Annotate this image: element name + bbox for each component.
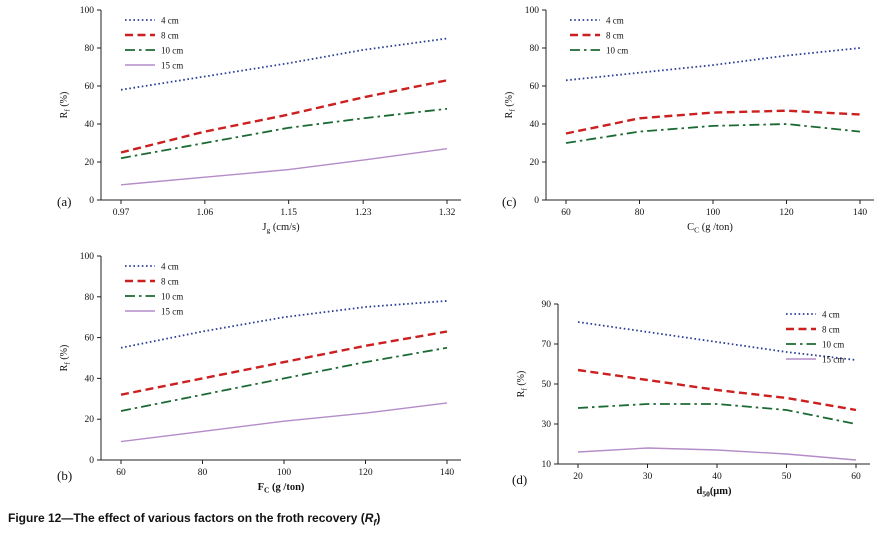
svg-text:40: 40 — [712, 472, 722, 482]
chart-d-canvas: 10 30 50 70 90 20 30 40 50 60 Rf (%) d50(μm) 4 cm 8 c… — [516, 300, 870, 499]
svg-text:80: 80 — [85, 44, 95, 54]
svg-text:50: 50 — [782, 472, 792, 482]
chart-panel-d: 10 30 50 70 90 20 30 40 50 60 Rf (%) d50(μm) 4 cm 8 c… — [512, 298, 884, 500]
svg-text:FC (g /ton): FC (g /ton) — [258, 482, 305, 495]
svg-text:10 cm: 10 cm — [161, 46, 183, 56]
svg-text:80: 80 — [635, 208, 645, 218]
caption-symbol: Rf — [364, 511, 377, 528]
svg-text:20: 20 — [85, 158, 95, 168]
svg-text:4 cm: 4 cm — [161, 16, 179, 26]
svg-text:15 cm: 15 cm — [161, 61, 183, 71]
panel-label-c: (c) — [502, 194, 517, 209]
svg-text:4 cm: 4 cm — [161, 262, 179, 272]
panel-label-b: (b) — [57, 468, 73, 483]
svg-text:140: 140 — [440, 468, 455, 478]
svg-text:60: 60 — [85, 82, 95, 92]
svg-text:Rf (%): Rf (%) — [59, 345, 72, 372]
svg-text:40: 40 — [85, 120, 95, 130]
svg-text:0: 0 — [534, 196, 539, 206]
svg-text:8 cm: 8 cm — [161, 277, 179, 287]
svg-text:80: 80 — [198, 468, 208, 478]
chart-a-canvas: 0 20 40 60 80 100 0.97 1.06 1.15 1.23 1.32 Rf (%) Jg… — [59, 6, 461, 235]
svg-text:100: 100 — [277, 468, 292, 478]
svg-text:100: 100 — [525, 6, 540, 16]
svg-text:40: 40 — [530, 120, 540, 130]
svg-text:15 cm: 15 cm — [822, 355, 844, 365]
panel-label-a: (a) — [57, 194, 72, 209]
svg-text:100: 100 — [706, 208, 721, 218]
svg-text:30: 30 — [643, 472, 653, 482]
svg-text:4 cm: 4 cm — [822, 310, 840, 320]
svg-text:90: 90 — [542, 300, 552, 310]
svg-text:80: 80 — [530, 44, 540, 54]
svg-text:70: 70 — [542, 340, 552, 350]
svg-text:8 cm: 8 cm — [606, 31, 624, 41]
svg-text:10 cm: 10 cm — [822, 340, 844, 350]
svg-text:80: 80 — [85, 293, 95, 303]
svg-text:140: 140 — [853, 208, 868, 218]
svg-text:Jg (cm/s): Jg (cm/s) — [262, 222, 300, 235]
svg-text:20: 20 — [573, 472, 583, 482]
svg-text:Rf (%): Rf (%) — [516, 371, 529, 398]
svg-text:Rf (%): Rf (%) — [59, 92, 72, 119]
svg-text:120: 120 — [779, 208, 794, 218]
svg-text:100: 100 — [80, 252, 95, 262]
svg-text:40: 40 — [85, 374, 95, 384]
svg-text:10 cm: 10 cm — [161, 292, 183, 302]
svg-text:8 cm: 8 cm — [822, 325, 840, 335]
caption-text: Figure 12—The effect of various factors … — [8, 511, 365, 525]
svg-text:d50(μm): d50(μm) — [696, 486, 732, 499]
svg-text:60: 60 — [85, 334, 95, 344]
svg-text:1.32: 1.32 — [439, 208, 456, 218]
svg-text:60: 60 — [561, 208, 571, 218]
svg-text:60: 60 — [530, 82, 540, 92]
svg-text:20: 20 — [85, 415, 95, 425]
svg-text:20: 20 — [530, 158, 540, 168]
panel-label-d: (d) — [512, 472, 528, 487]
svg-text:60: 60 — [851, 472, 861, 482]
svg-text:8 cm: 8 cm — [161, 31, 179, 41]
svg-text:4 cm: 4 cm — [606, 16, 624, 26]
svg-text:0.97: 0.97 — [113, 208, 130, 218]
chart-b-canvas: 0 20 40 60 80 100 60 80 100 120 140 Rf (%) FC (g /to… — [59, 252, 461, 495]
svg-text:50: 50 — [542, 380, 552, 390]
svg-text:10: 10 — [542, 460, 552, 470]
svg-text:Rf (%): Rf (%) — [504, 92, 517, 119]
svg-text:100: 100 — [80, 6, 95, 16]
chart-c-canvas: 0 20 40 60 80 100 60 80 100 120 140 Rf (%) CC (g /to… — [504, 6, 874, 235]
svg-text:1.23: 1.23 — [355, 208, 372, 218]
svg-text:0: 0 — [89, 196, 94, 206]
svg-text:15 cm: 15 cm — [161, 307, 183, 317]
svg-text:1.06: 1.06 — [197, 208, 214, 218]
chart-panel-a: 0 20 40 60 80 100 0.97 1.06 1.15 1.23 1.32 Rf (%) Jg… — [55, 4, 475, 236]
svg-text:10 cm: 10 cm — [606, 46, 628, 56]
svg-text:CC (g /ton): CC (g /ton) — [687, 222, 733, 235]
figure-caption: Figure 12—The effect of various factors … — [8, 511, 380, 527]
svg-text:60: 60 — [116, 468, 126, 478]
chart-panel-b: 0 20 40 60 80 100 60 80 100 120 140 Rf (%) FC (g /to… — [55, 250, 475, 496]
chart-panel-c: 0 20 40 60 80 100 60 80 100 120 140 Rf (%) CC (g /to… — [500, 4, 888, 236]
svg-text:0: 0 — [89, 456, 94, 466]
caption-close: ) — [376, 511, 381, 525]
svg-text:120: 120 — [358, 468, 373, 478]
svg-text:30: 30 — [542, 420, 552, 430]
svg-text:1.15: 1.15 — [280, 208, 297, 218]
